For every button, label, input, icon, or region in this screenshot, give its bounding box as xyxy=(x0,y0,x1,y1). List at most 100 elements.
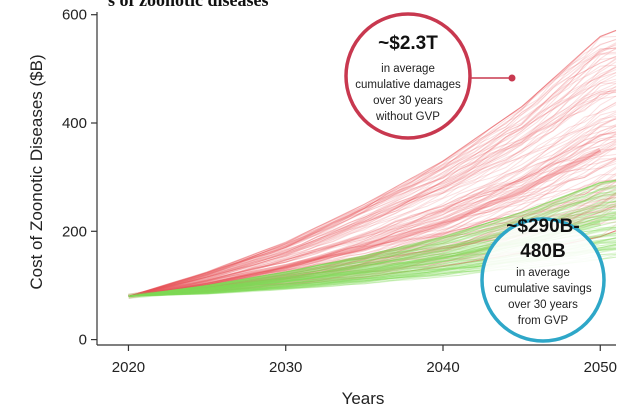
trajectory-line xyxy=(128,185,617,297)
axes: 0 200 400 600 2020 2030 2040 2050 xyxy=(62,7,617,376)
trajectory-line xyxy=(128,72,617,297)
y-tick-label: 400 xyxy=(62,115,87,132)
trajectory-line xyxy=(128,30,617,297)
trajectory-line xyxy=(128,180,617,297)
trajectory-line xyxy=(128,156,617,297)
trajectory-line xyxy=(128,43,617,297)
trajectory-line xyxy=(128,91,617,297)
damages-line-3: over 30 years xyxy=(373,95,443,107)
trajectory-line xyxy=(128,179,617,297)
trajectory-line xyxy=(128,125,617,297)
trajectory-line xyxy=(128,133,617,297)
trajectory-line xyxy=(128,104,617,297)
trajectory-line xyxy=(128,38,617,297)
trajectory-line xyxy=(128,181,617,297)
trajectory-line xyxy=(128,113,617,297)
trajectory-line xyxy=(128,67,617,297)
trajectory-line xyxy=(128,53,617,297)
trajectory-line xyxy=(128,184,617,297)
trajectory-line xyxy=(128,29,617,297)
trajectory-line xyxy=(128,115,617,297)
trajectory-line xyxy=(128,39,617,297)
trajectory-line xyxy=(128,133,617,297)
trajectory-line xyxy=(128,56,617,297)
trajectory-line xyxy=(128,192,617,297)
trajectory-line xyxy=(128,143,617,297)
savings-line-1: in average xyxy=(516,267,570,279)
trajectory-line xyxy=(128,82,617,297)
trajectory-line xyxy=(128,57,617,297)
trajectory-line xyxy=(128,46,617,297)
trajectory-line xyxy=(128,194,617,297)
trajectory-line xyxy=(128,160,617,297)
trajectory-line xyxy=(128,188,617,297)
trajectory-line xyxy=(128,148,617,297)
trajectory-line xyxy=(128,118,617,297)
trajectory-line xyxy=(128,89,617,297)
trajectory-line xyxy=(128,74,617,297)
trajectory-line xyxy=(128,51,617,297)
trajectory-line xyxy=(128,166,617,297)
trajectory-line xyxy=(128,136,617,297)
damages-circle xyxy=(344,12,472,140)
trajectory-line xyxy=(128,133,617,297)
trajectory-line xyxy=(128,163,617,297)
trajectory-line xyxy=(128,158,617,297)
trajectory-line xyxy=(128,157,617,297)
trajectory-line xyxy=(128,174,617,297)
trajectory-line xyxy=(128,128,617,297)
damages-callout: ~$2.3T in average cumulative damages ove… xyxy=(344,12,516,140)
trajectory-line xyxy=(128,146,617,297)
savings-value-1: ~$290B- xyxy=(506,216,579,237)
trajectory-line xyxy=(128,47,617,297)
trajectory-line xyxy=(128,181,617,297)
x-tick-label: 2050 xyxy=(584,359,617,376)
trajectory-line xyxy=(128,42,617,297)
trajectory-line xyxy=(128,66,617,297)
trajectory-line xyxy=(128,78,617,297)
trajectory-line xyxy=(128,158,617,297)
trajectory-line xyxy=(128,95,617,297)
trajectory-line xyxy=(128,95,617,297)
y-tick-label: 0 xyxy=(79,332,87,349)
trajectory-line xyxy=(128,187,617,297)
trajectory-line xyxy=(128,148,617,297)
trajectory-line xyxy=(128,179,617,297)
trajectory-line xyxy=(128,125,617,297)
trajectory-line xyxy=(128,141,617,297)
trajectory-line xyxy=(128,158,617,297)
trajectory-line xyxy=(128,72,617,297)
trajectory-line xyxy=(128,47,617,297)
trajectory-line xyxy=(128,167,617,297)
trajectory-line xyxy=(128,179,617,297)
trajectory-line xyxy=(128,174,617,297)
damages-value: ~$2.3T xyxy=(378,33,438,54)
trajectory-line xyxy=(128,91,617,297)
trajectory-line xyxy=(128,36,617,297)
trajectory-line xyxy=(128,138,617,297)
savings-line-4: from GVP xyxy=(518,315,569,327)
trajectory-line xyxy=(128,80,617,297)
trajectory-line xyxy=(128,29,617,297)
trajectory-line xyxy=(128,29,617,297)
trajectory-line xyxy=(128,179,617,297)
trajectory-line xyxy=(128,180,617,297)
trajectory-line xyxy=(128,192,617,297)
trajectory-line xyxy=(128,181,617,297)
trajectory-line xyxy=(128,187,617,297)
x-tick-label: 2020 xyxy=(112,359,145,376)
trajectory-line xyxy=(128,126,617,297)
trajectory-line xyxy=(128,88,617,297)
trajectory-line xyxy=(128,159,617,297)
trajectory-line xyxy=(128,178,617,297)
trajectory-line xyxy=(128,83,617,297)
trajectory-line xyxy=(128,131,617,297)
trajectory-line xyxy=(128,140,617,297)
trajectory-line xyxy=(128,90,617,297)
trajectory-line xyxy=(128,144,617,297)
trajectory-line xyxy=(128,172,617,297)
trajectory-line xyxy=(128,179,617,297)
trajectory-line xyxy=(128,65,617,297)
trajectory-line xyxy=(128,58,617,297)
trajectory-line xyxy=(128,192,617,297)
